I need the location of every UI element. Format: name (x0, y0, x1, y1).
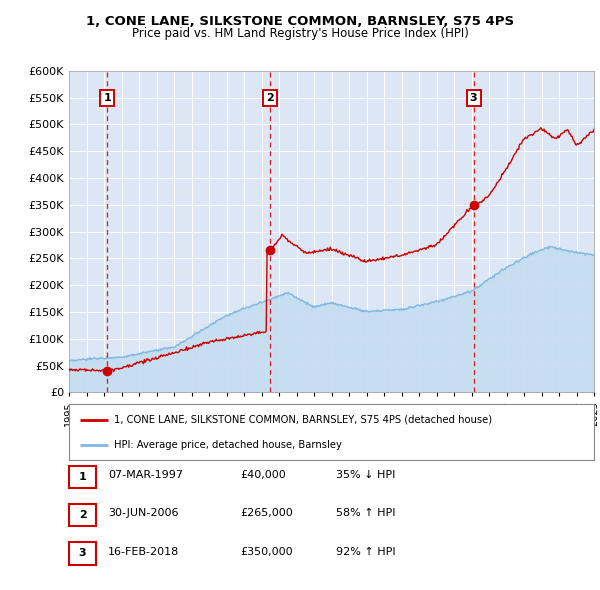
Text: £40,000: £40,000 (240, 470, 286, 480)
Text: 92% ↑ HPI: 92% ↑ HPI (336, 547, 395, 556)
Text: 2: 2 (79, 510, 86, 520)
Text: 1, CONE LANE, SILKSTONE COMMON, BARNSLEY, S75 4PS: 1, CONE LANE, SILKSTONE COMMON, BARNSLEY… (86, 15, 514, 28)
Text: 2: 2 (266, 93, 274, 103)
Text: Price paid vs. HM Land Registry's House Price Index (HPI): Price paid vs. HM Land Registry's House … (131, 27, 469, 40)
Text: 3: 3 (79, 549, 86, 558)
Text: £265,000: £265,000 (240, 509, 293, 518)
Text: 58% ↑ HPI: 58% ↑ HPI (336, 509, 395, 518)
Text: 35% ↓ HPI: 35% ↓ HPI (336, 470, 395, 480)
Text: £350,000: £350,000 (240, 547, 293, 556)
Text: 3: 3 (470, 93, 478, 103)
Text: 16-FEB-2018: 16-FEB-2018 (108, 547, 179, 556)
Text: 1: 1 (103, 93, 111, 103)
Text: 1, CONE LANE, SILKSTONE COMMON, BARNSLEY, S75 4PS (detached house): 1, CONE LANE, SILKSTONE COMMON, BARNSLEY… (113, 415, 492, 425)
Text: 07-MAR-1997: 07-MAR-1997 (108, 470, 183, 480)
Text: 1: 1 (79, 472, 86, 481)
Text: 30-JUN-2006: 30-JUN-2006 (108, 509, 179, 518)
Text: HPI: Average price, detached house, Barnsley: HPI: Average price, detached house, Barn… (113, 440, 341, 450)
